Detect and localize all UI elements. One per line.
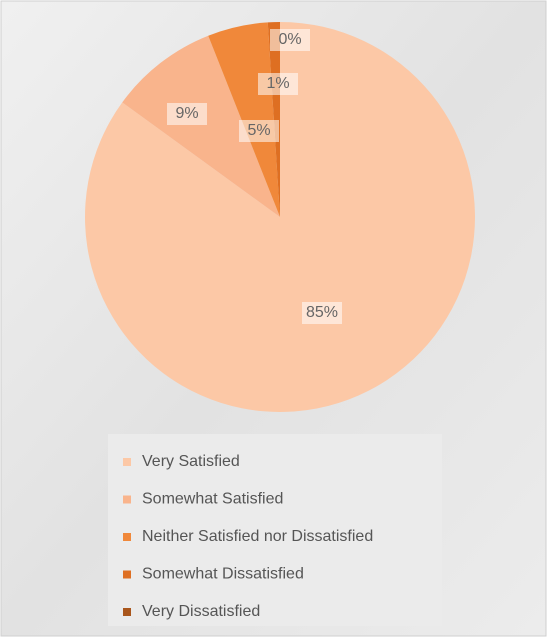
data-label: 0% <box>278 31 301 48</box>
label-box <box>302 302 342 324</box>
pie-slice <box>267 22 280 217</box>
legend-marker <box>123 533 131 541</box>
pie-slice <box>122 35 280 217</box>
legend-label: Neither Satisfied nor Dissatisfied <box>142 528 373 545</box>
label-box <box>239 120 279 142</box>
legend-label: Very Dissatisfied <box>142 603 260 620</box>
data-label: 5% <box>247 122 270 139</box>
data-label: 9% <box>175 105 198 122</box>
label-box <box>167 103 207 125</box>
label-box <box>270 29 310 51</box>
legend-label: Somewhat Satisfied <box>142 491 283 508</box>
legend-marker <box>123 495 131 504</box>
legend-marker <box>123 608 131 616</box>
label-box <box>258 73 298 95</box>
legend-label: Very Satisfied <box>142 453 240 470</box>
pie-slice <box>208 22 280 217</box>
legend-marker <box>123 458 131 466</box>
legend-marker <box>123 570 131 579</box>
legend-box <box>108 434 442 626</box>
data-label: 85% <box>306 304 338 321</box>
data-label: 1% <box>266 75 289 92</box>
legend-label: Somewhat Dissatisfied <box>142 566 304 583</box>
